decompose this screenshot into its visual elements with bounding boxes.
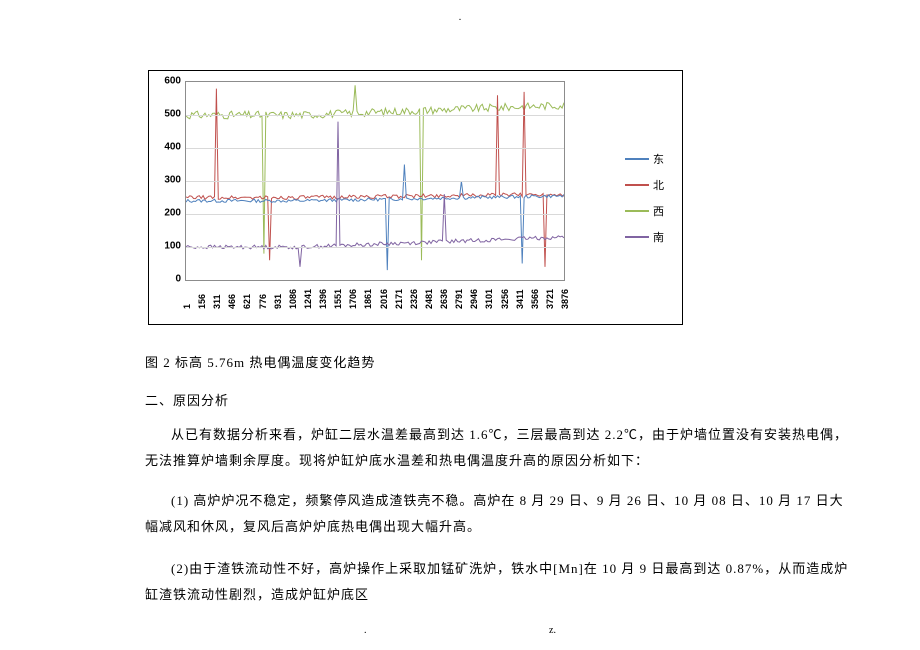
xtick-label: 2791 <box>454 289 464 309</box>
paragraph-2: (1) 高炉炉况不稳定，频繁停风造成渣铁壳不稳。高炉在 8 月 29 日、9 月… <box>145 488 850 540</box>
section-heading: 二、原因分析 <box>145 388 850 414</box>
legend-item: 西 <box>625 203 664 219</box>
legend-item: 东 <box>625 151 664 167</box>
xtick-label: 3411 <box>515 289 525 309</box>
xtick-label: 1706 <box>348 289 358 309</box>
legend-item: 南 <box>625 229 664 245</box>
xtick-label: 1 <box>182 304 192 309</box>
xtick-label: 3876 <box>560 289 570 309</box>
top-marker: . <box>0 12 920 23</box>
legend-item: 北 <box>625 177 664 193</box>
xtick-label: 1396 <box>318 289 328 309</box>
xtick-label: 621 <box>242 294 252 309</box>
xtick-label: 466 <box>227 294 237 309</box>
footer-left: . <box>364 625 367 636</box>
xtick-label: 156 <box>197 294 207 309</box>
figure-caption: 图 2 标高 5.76m 热电偶温度变化趋势 <box>145 350 850 376</box>
chart-frame: 0 100 200 300 400 500 600 1 156 311 466 621 776 931 1… <box>148 70 683 325</box>
xtick-label: 3101 <box>484 289 494 309</box>
xtick-label: 1086 <box>288 289 298 309</box>
xtick-label: 2171 <box>394 289 404 309</box>
xtick-label: 776 <box>258 294 268 309</box>
xtick-label: 931 <box>273 294 283 309</box>
xtick-label: 1241 <box>303 289 313 309</box>
ytick-label: 500 <box>157 109 181 120</box>
xtick-label: 311 <box>212 294 222 309</box>
xtick-label: 2016 <box>379 289 389 309</box>
xtick-label: 3721 <box>545 289 555 309</box>
ytick-label: 100 <box>157 241 181 252</box>
xtick-label: 3566 <box>530 289 540 309</box>
xtick-label: 2946 <box>469 289 479 309</box>
plot-area <box>185 81 565 281</box>
ytick-label: 600 <box>157 76 181 87</box>
xtick-label: 1551 <box>333 289 343 309</box>
ytick-label: 300 <box>157 175 181 186</box>
xtick-label: 2636 <box>439 289 449 309</box>
xtick-label: 3256 <box>500 289 510 309</box>
paragraph-3: (2)由于渣铁流动性不好，高炉操作上采取加锰矿洗炉，铁水中[Mn]在 10 月 … <box>145 556 850 608</box>
xtick-label: 2326 <box>409 289 419 309</box>
legend: 东北西南 <box>625 151 664 255</box>
xtick-label: 1861 <box>363 289 373 309</box>
paragraph-1: 从已有数据分析来看，炉缸二层水温差最高到达 1.6℃，三层最高到达 2.2℃，由… <box>145 422 850 474</box>
xtick-label: 2481 <box>424 289 434 309</box>
ytick-label: 400 <box>157 142 181 153</box>
footer-right: z. <box>549 625 556 636</box>
ytick-label: 0 <box>157 274 181 285</box>
ytick-label: 200 <box>157 208 181 219</box>
footer: . z. <box>0 625 920 636</box>
